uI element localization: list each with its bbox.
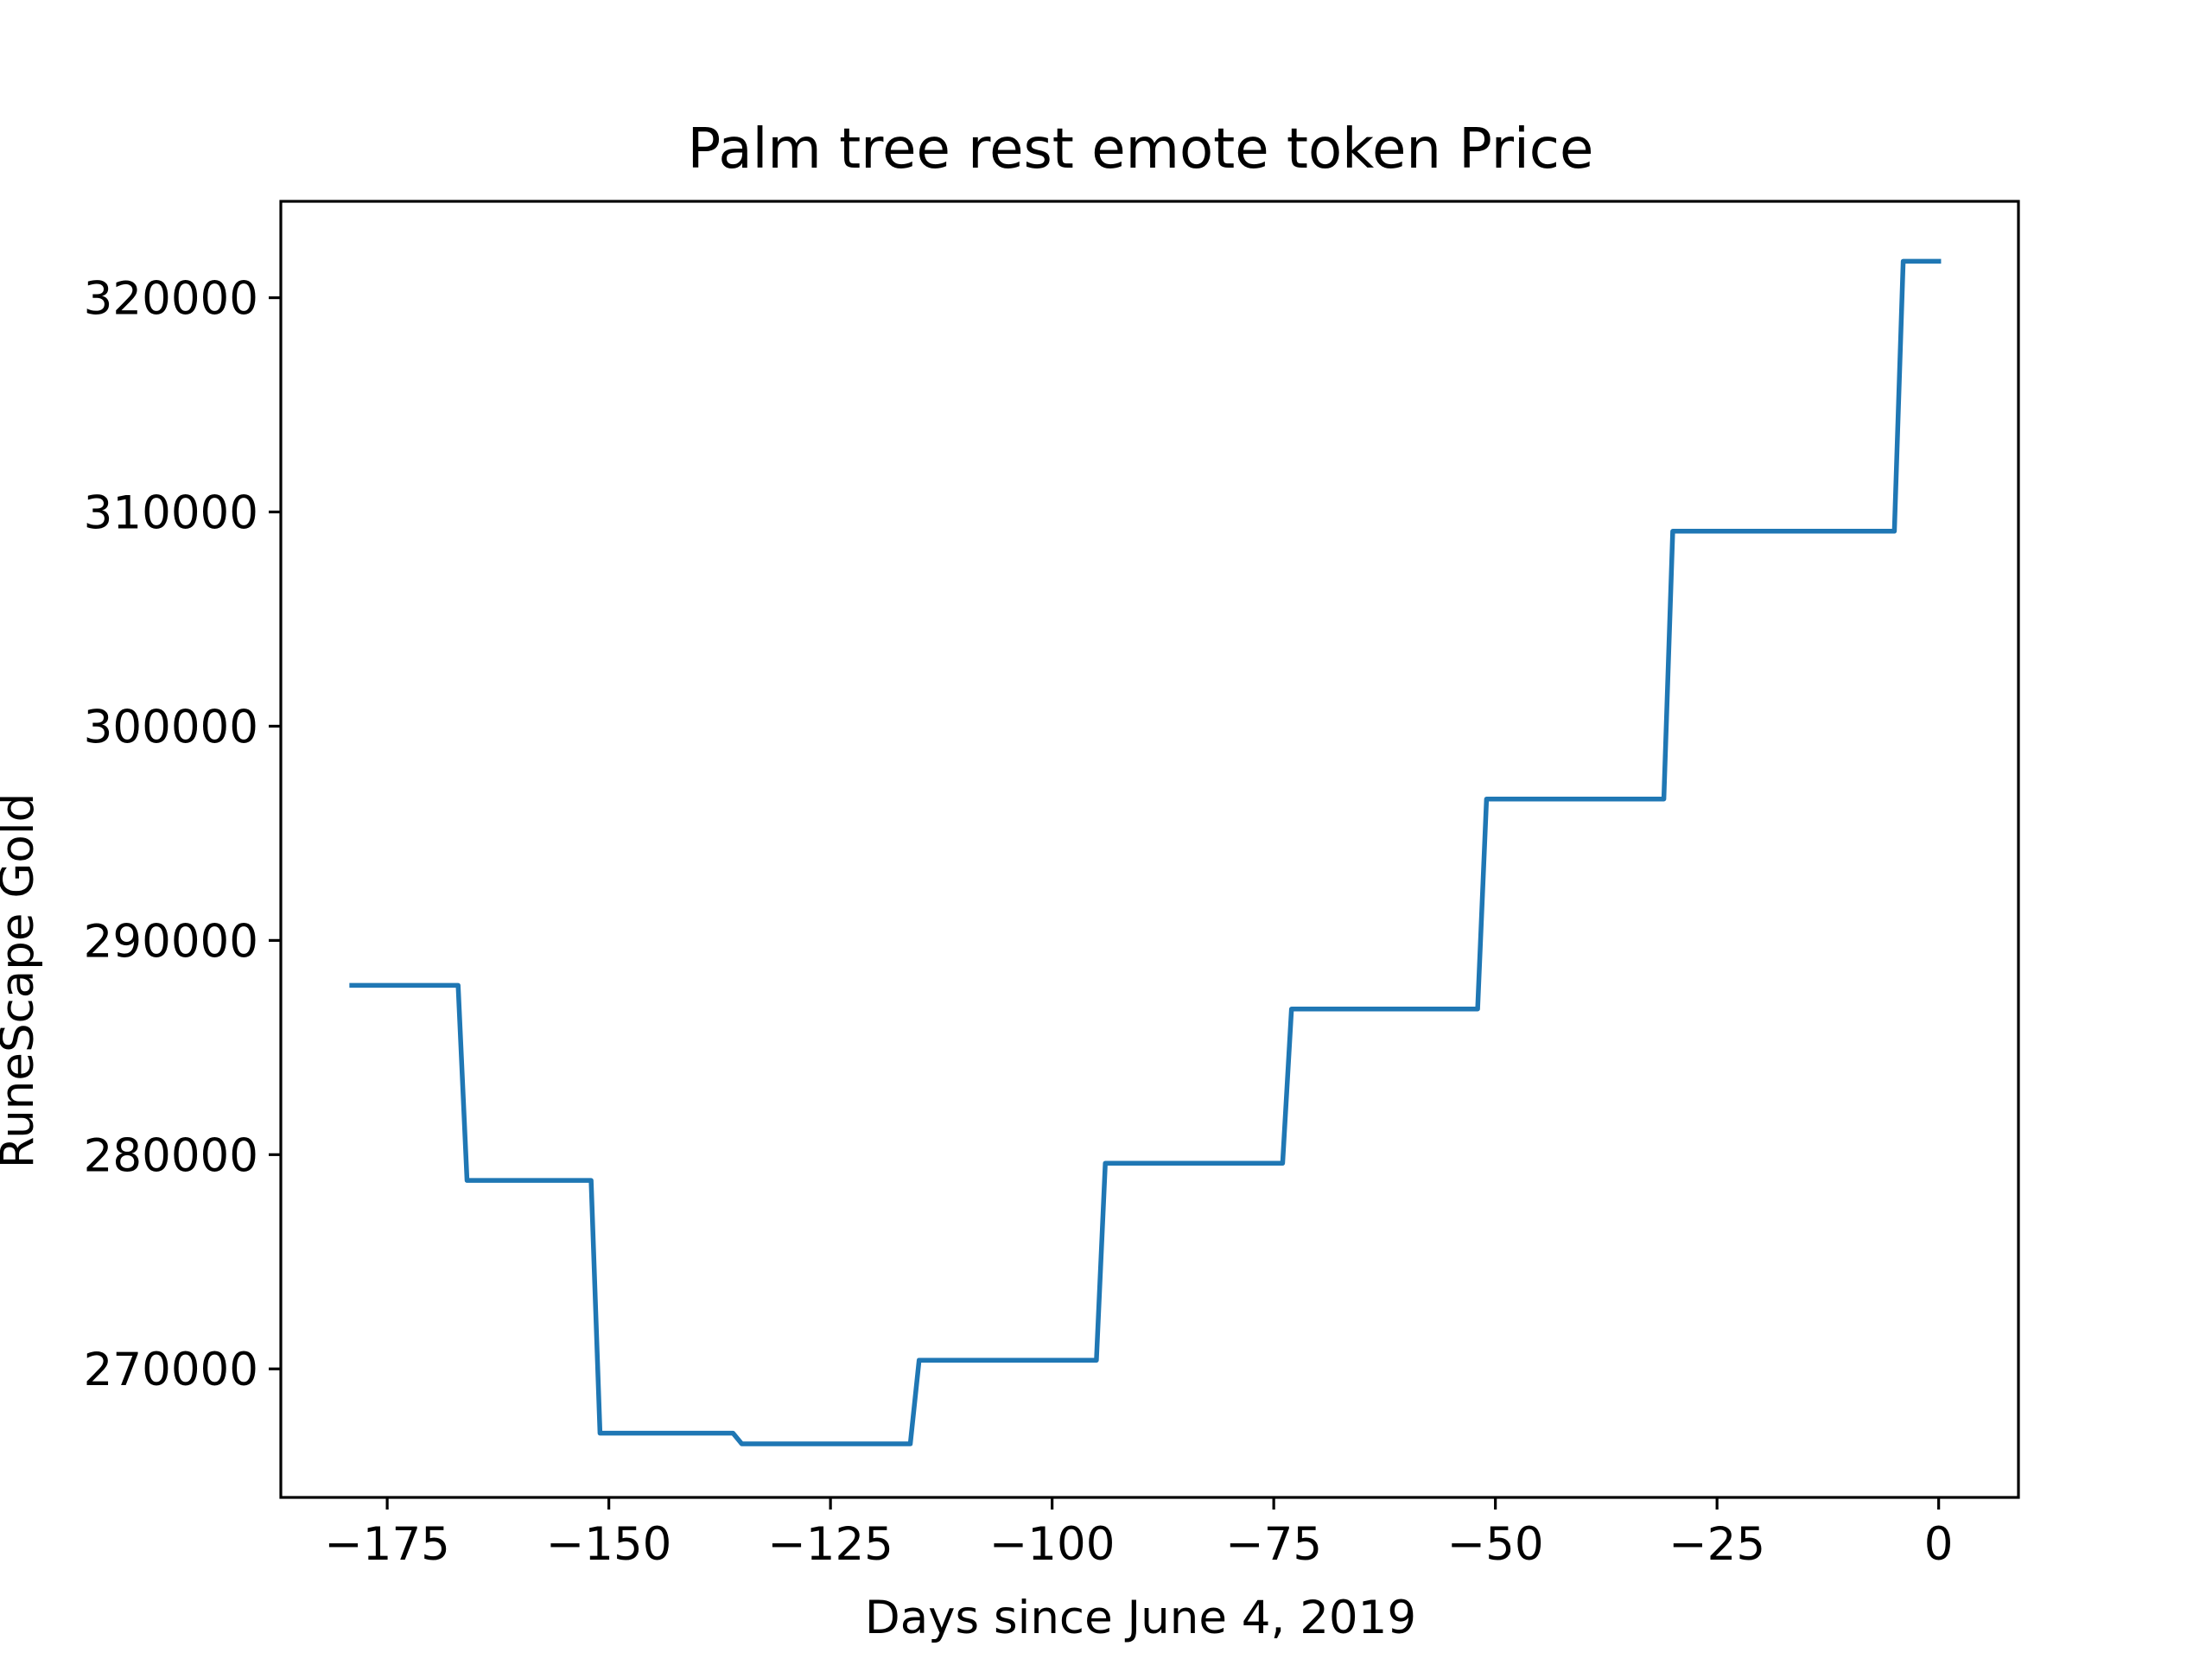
x-tick-label: −150	[546, 1518, 672, 1571]
y-tick-label: 280000	[84, 1129, 258, 1182]
x-tick-label: −175	[324, 1518, 450, 1571]
x-tick-label: −100	[989, 1518, 1116, 1571]
x-tick-label: −75	[1225, 1518, 1322, 1571]
x-axis-label: Days since June 4, 2019	[865, 1592, 1416, 1644]
x-tick-label: −125	[767, 1518, 893, 1571]
plot-frame	[279, 200, 2020, 1499]
x-tick-label: −50	[1447, 1518, 1544, 1571]
x-tick-label: 0	[1924, 1518, 1954, 1571]
chart-title: Palm tree rest emote token Price	[688, 118, 1594, 181]
y-tick-label: 320000	[84, 273, 258, 326]
y-axis-label: RuneScape Gold	[0, 793, 44, 1168]
y-tick-label: 310000	[84, 487, 258, 540]
x-tick-label: −25	[1669, 1518, 1765, 1571]
y-tick-label: 270000	[84, 1344, 258, 1396]
series-line-0	[349, 258, 1942, 1446]
y-tick-label: 290000	[84, 915, 258, 968]
y-tick-label: 300000	[84, 701, 258, 753]
plot-area: −175 −150 −125 −100 −75 −50 −25 0 270000 280000 29…	[84, 200, 2020, 1571]
